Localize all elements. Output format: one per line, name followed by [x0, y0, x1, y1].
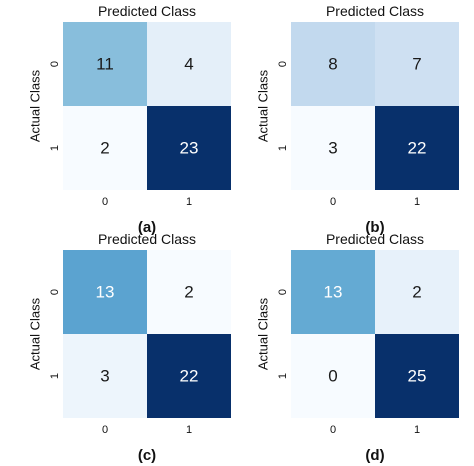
x-tick-label: 0: [330, 424, 336, 436]
y-tick-label: 0: [277, 61, 289, 67]
x-tick-label: 0: [330, 196, 336, 208]
cell-value-label: 7: [412, 55, 421, 74]
panel-caption: (d): [365, 447, 384, 464]
panel-title: Predicted Class: [98, 3, 196, 19]
heatmap-panel-2: Predicted Class Actual Class 8 7 3 22 0 1 0 1 (b): [255, 3, 459, 236]
heatmap-cell: [147, 334, 231, 418]
heatmap-cell: [147, 106, 231, 190]
heatmap-cell: [147, 250, 231, 334]
cell-value-label: 2: [100, 139, 109, 158]
panel-caption: (b): [365, 219, 384, 236]
x-tick-label: 1: [186, 196, 192, 208]
cell-value-label: 23: [180, 139, 199, 158]
heatmap-cell: [375, 106, 459, 190]
cell-value-label: 13: [324, 283, 343, 302]
heatmap-cell: [63, 22, 147, 106]
heatmap-panel-1: Predicted Class Actual Class 11 4 2 23 0 1 0 1 (a): [27, 3, 231, 236]
y-tick-label: 1: [277, 145, 289, 151]
y-axis-label: Actual Class: [255, 297, 270, 370]
y-axis-label: Actual Class: [27, 297, 42, 370]
heatmap-cell: [63, 250, 147, 334]
x-tick-label: 1: [414, 196, 420, 208]
panel-title: Predicted Class: [98, 231, 196, 247]
heatmap-panel-3: Predicted Class Actual Class 13 2 3 22 0 1 0 1 (c): [27, 231, 231, 464]
x-tick-label: 0: [102, 424, 108, 436]
heatmap-cell: [375, 250, 459, 334]
panel-caption: (a): [138, 219, 156, 236]
heatmap-cell: [291, 22, 375, 106]
heatmap-cell: [375, 22, 459, 106]
y-tick-label: 0: [277, 289, 289, 295]
heatmap-cell: [63, 334, 147, 418]
heatmap-cell: [147, 22, 231, 106]
cell-value-label: 11: [96, 55, 114, 74]
panel-caption: (c): [138, 447, 156, 464]
cell-value-label: 22: [180, 367, 199, 386]
cell-value-label: 25: [408, 367, 427, 386]
cell-value-label: 2: [184, 283, 193, 302]
cell-value-label: 8: [328, 55, 337, 74]
heatmap-cell: [291, 250, 375, 334]
cell-value-label: 3: [100, 367, 109, 386]
panel-title: Predicted Class: [326, 3, 424, 19]
cell-value-label: 22: [408, 139, 427, 158]
x-tick-label: 0: [102, 196, 108, 208]
cell-value-label: 3: [328, 139, 337, 158]
x-tick-label: 1: [414, 424, 420, 436]
y-tick-label: 1: [49, 373, 61, 379]
cell-value-label: 13: [96, 283, 115, 302]
x-tick-label: 1: [186, 424, 192, 436]
heatmap-cell: [375, 334, 459, 418]
y-axis-label: Actual Class: [27, 69, 42, 142]
heatmap-cell: [63, 106, 147, 190]
y-tick-label: 1: [277, 373, 289, 379]
y-tick-label: 1: [49, 145, 61, 151]
cell-value-label: 4: [184, 55, 193, 74]
heatmap-cell: [291, 106, 375, 190]
heatmap-panel-4: Predicted Class Actual Class 13 2 0 25 0 1 0 1 (d): [255, 231, 459, 464]
y-tick-label: 0: [49, 61, 61, 67]
y-tick-label: 0: [49, 289, 61, 295]
cell-value-label: 2: [412, 283, 421, 302]
panel-title: Predicted Class: [326, 231, 424, 247]
heatmap-cell: [291, 334, 375, 418]
y-axis-label: Actual Class: [255, 69, 270, 142]
cell-value-label: 0: [328, 367, 337, 386]
